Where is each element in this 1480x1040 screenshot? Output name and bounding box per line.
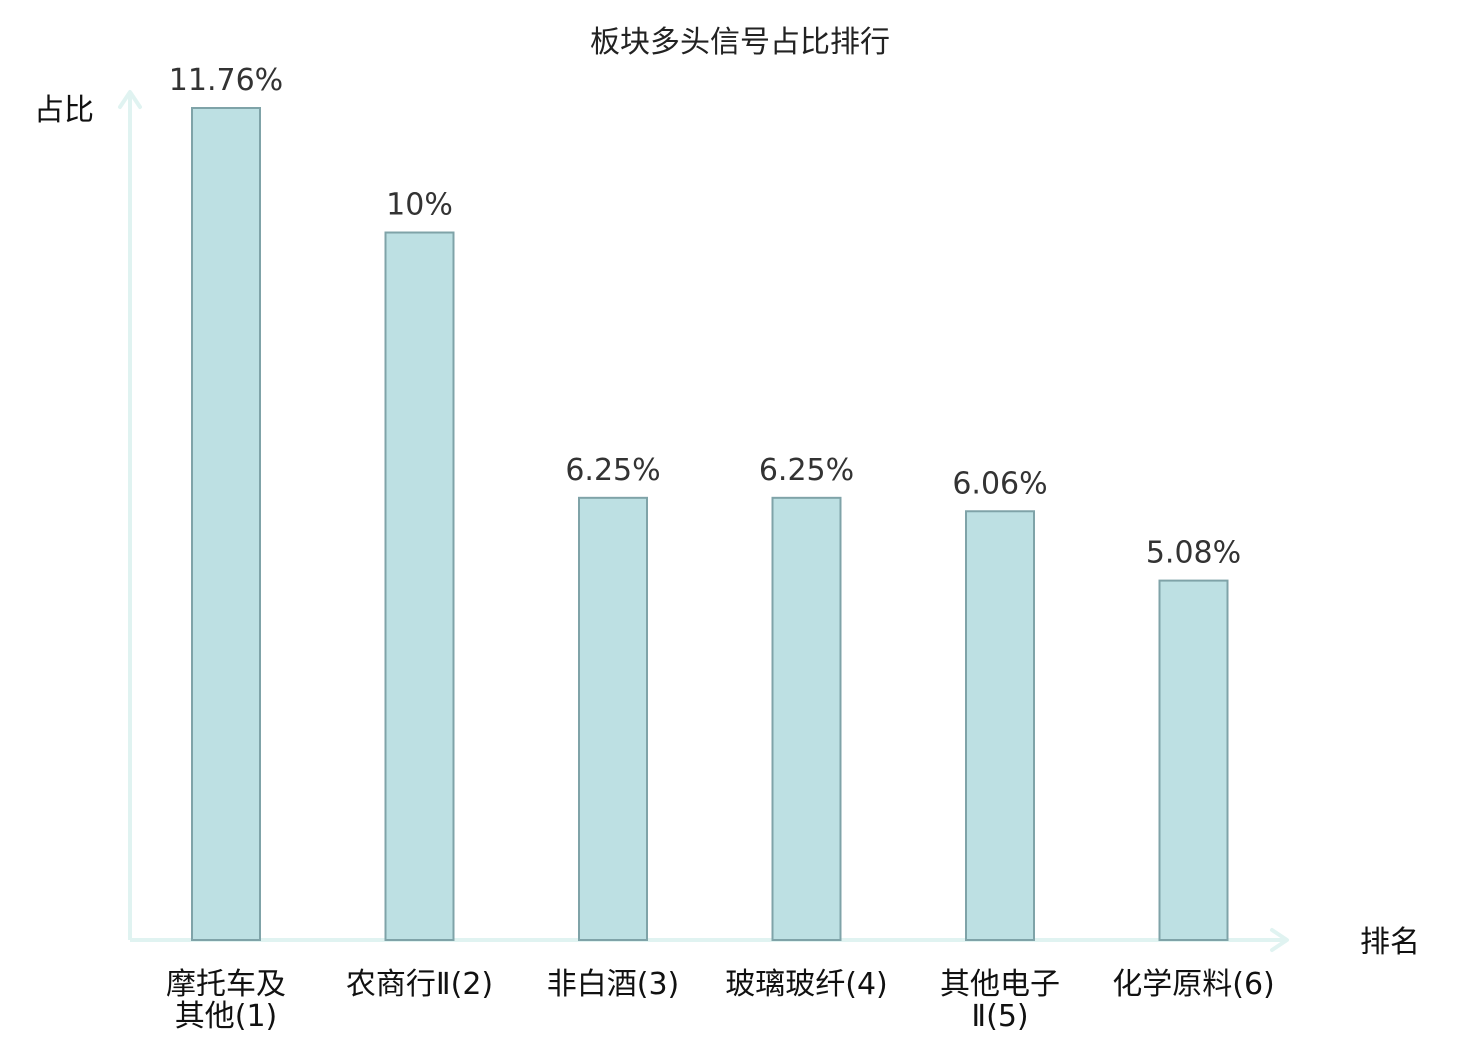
chart-title: 板块多头信号占比排行	[590, 25, 890, 60]
bar-2	[384, 231, 455, 941]
bar-6	[1158, 579, 1229, 941]
value-label-3: 6.25%	[565, 453, 660, 488]
x-axis-label: 排名	[1360, 925, 1420, 960]
value-label-6: 5.08%	[1146, 536, 1241, 571]
x-axis	[130, 928, 1289, 952]
value-label-5: 6.06%	[952, 466, 1047, 501]
category-label-6-line1: 化学原料(6)	[1112, 967, 1275, 1002]
value-label-4: 6.25%	[759, 453, 854, 488]
bar-1	[191, 107, 261, 941]
bars-group	[191, 107, 1229, 941]
y-axis	[118, 90, 142, 940]
value-label-2: 10%	[386, 188, 453, 223]
bar-4	[771, 496, 842, 941]
category-label-5-line1: 其他电子	[940, 967, 1060, 1002]
category-label-1-line1: 摩托车及	[166, 967, 286, 1002]
y-axis-label: 占比	[34, 93, 94, 128]
category-label-2-line1: 农商行Ⅱ(2)	[346, 967, 493, 1002]
bar-5	[965, 510, 1035, 941]
value-label-1: 11.76%	[169, 63, 283, 98]
bar-3	[578, 496, 648, 941]
category-label-3-line1: 非白酒(3)	[547, 967, 680, 1002]
category-label-5-line2: Ⅱ(5)	[971, 999, 1028, 1034]
value-labels-group: 11.76% 10% 6.25% 6.25% 6.06% 5.08%	[169, 63, 1241, 571]
category-label-4-line1: 玻璃玻纤(4)	[725, 967, 888, 1002]
category-label-1-line2: 其他(1)	[175, 999, 278, 1034]
